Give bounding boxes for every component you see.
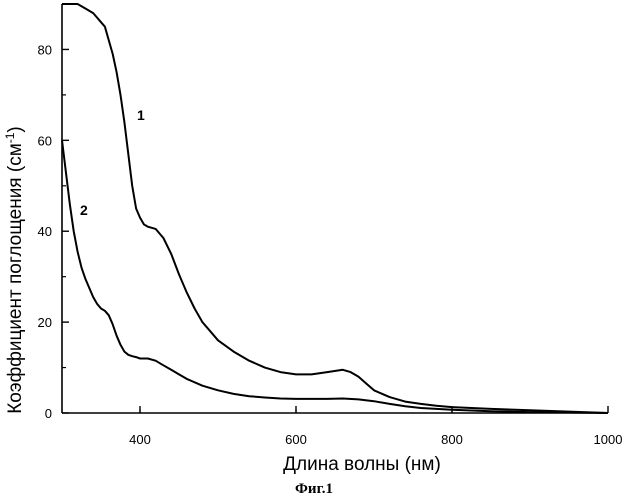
x-tick-label: 1000 (594, 432, 623, 447)
x-tick-label: 800 (441, 432, 463, 447)
figure-caption: Фиг.1 (295, 481, 333, 497)
y-ticks: 0 20 40 60 80 (38, 42, 69, 421)
y-axis-label: Коэффициент поглощения (см-1) (3, 126, 26, 414)
y-tick-label: 0 (45, 406, 52, 421)
y-axis-label-main: Коэффициент поглощения (см (5, 143, 26, 414)
plot-frame (62, 4, 608, 413)
series-line-1 (62, 4, 608, 413)
curve-label-1: 1 (137, 107, 145, 123)
y-tick-label: 20 (38, 315, 52, 330)
y-axis-label-superscript: -1 (3, 132, 17, 143)
series-line-2 (62, 140, 608, 413)
series-layer (62, 4, 608, 413)
y-tick-label: 60 (38, 133, 52, 148)
curve-label-2: 2 (80, 202, 88, 218)
x-axis-label: Длина волны (нм) (283, 454, 441, 475)
y-tick-label: 80 (38, 42, 52, 57)
y-axis-label-close: ) (5, 126, 26, 132)
x-tick-label: 400 (129, 432, 151, 447)
x-tick-label: 600 (285, 432, 307, 447)
y-tick-label: 40 (38, 224, 52, 239)
